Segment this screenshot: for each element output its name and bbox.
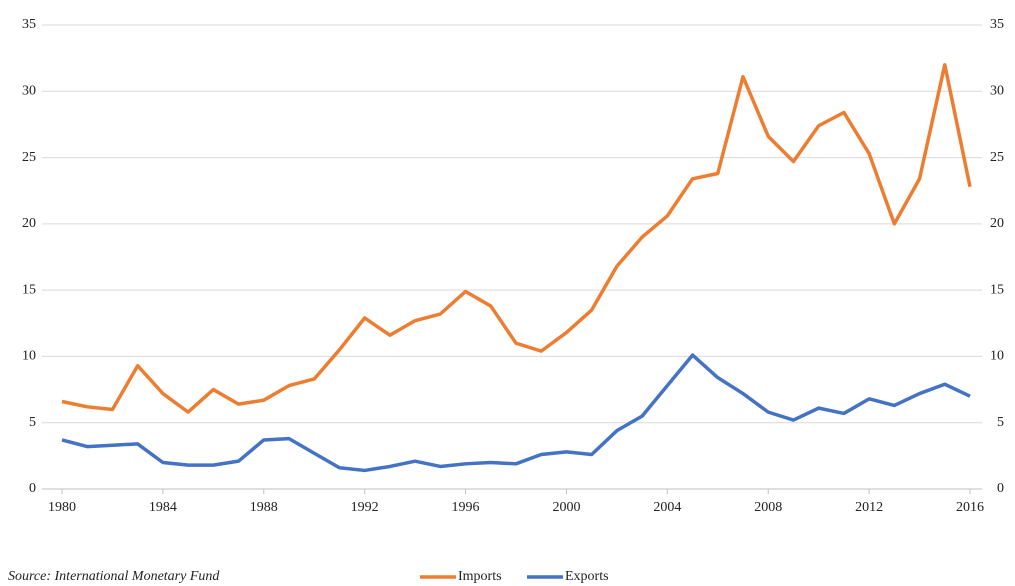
line-series	[61, 353, 971, 473]
x-tick-label: 1988	[250, 500, 278, 515]
y-tick-label: 35	[22, 17, 36, 32]
y2-tick-label: 35	[990, 17, 1004, 32]
x-tick-label: 1992	[351, 500, 379, 515]
y2-tick-label: 5	[997, 415, 1004, 430]
x-tick-label: 2004	[653, 500, 681, 515]
y-tick-label: 25	[22, 150, 36, 165]
y2-tick-label: 30	[990, 84, 1004, 99]
y2-tick-label: 0	[997, 481, 1004, 496]
y-tick-label: 30	[22, 84, 36, 99]
x-tick-label: 2012	[855, 500, 883, 515]
x-tick-label: 2008	[754, 500, 782, 515]
y-tick-label: 10	[22, 349, 36, 364]
y-tick-label: 15	[22, 282, 36, 297]
y2-tick-label: 10	[990, 349, 1004, 364]
legend-label: Exports	[565, 569, 609, 584]
y-tick-label: 0	[29, 481, 36, 496]
y2-tick-label: 25	[990, 150, 1004, 165]
y-tick-label: 20	[22, 216, 36, 231]
legend-label: Imports	[458, 569, 502, 584]
source-note: Source: International Monetary Fund	[8, 569, 220, 584]
x-tick-label: 1996	[452, 500, 480, 515]
x-tick-label: 2016	[956, 500, 984, 515]
y2-tick-label: 20	[990, 216, 1004, 231]
y2-tick-label: 15	[990, 282, 1004, 297]
y-tick-label: 5	[29, 415, 36, 430]
x-tick-label: 2000	[552, 500, 580, 515]
line-series	[61, 63, 972, 414]
x-tick-label: 1980	[48, 500, 76, 515]
x-tick-label: 1984	[149, 500, 177, 515]
